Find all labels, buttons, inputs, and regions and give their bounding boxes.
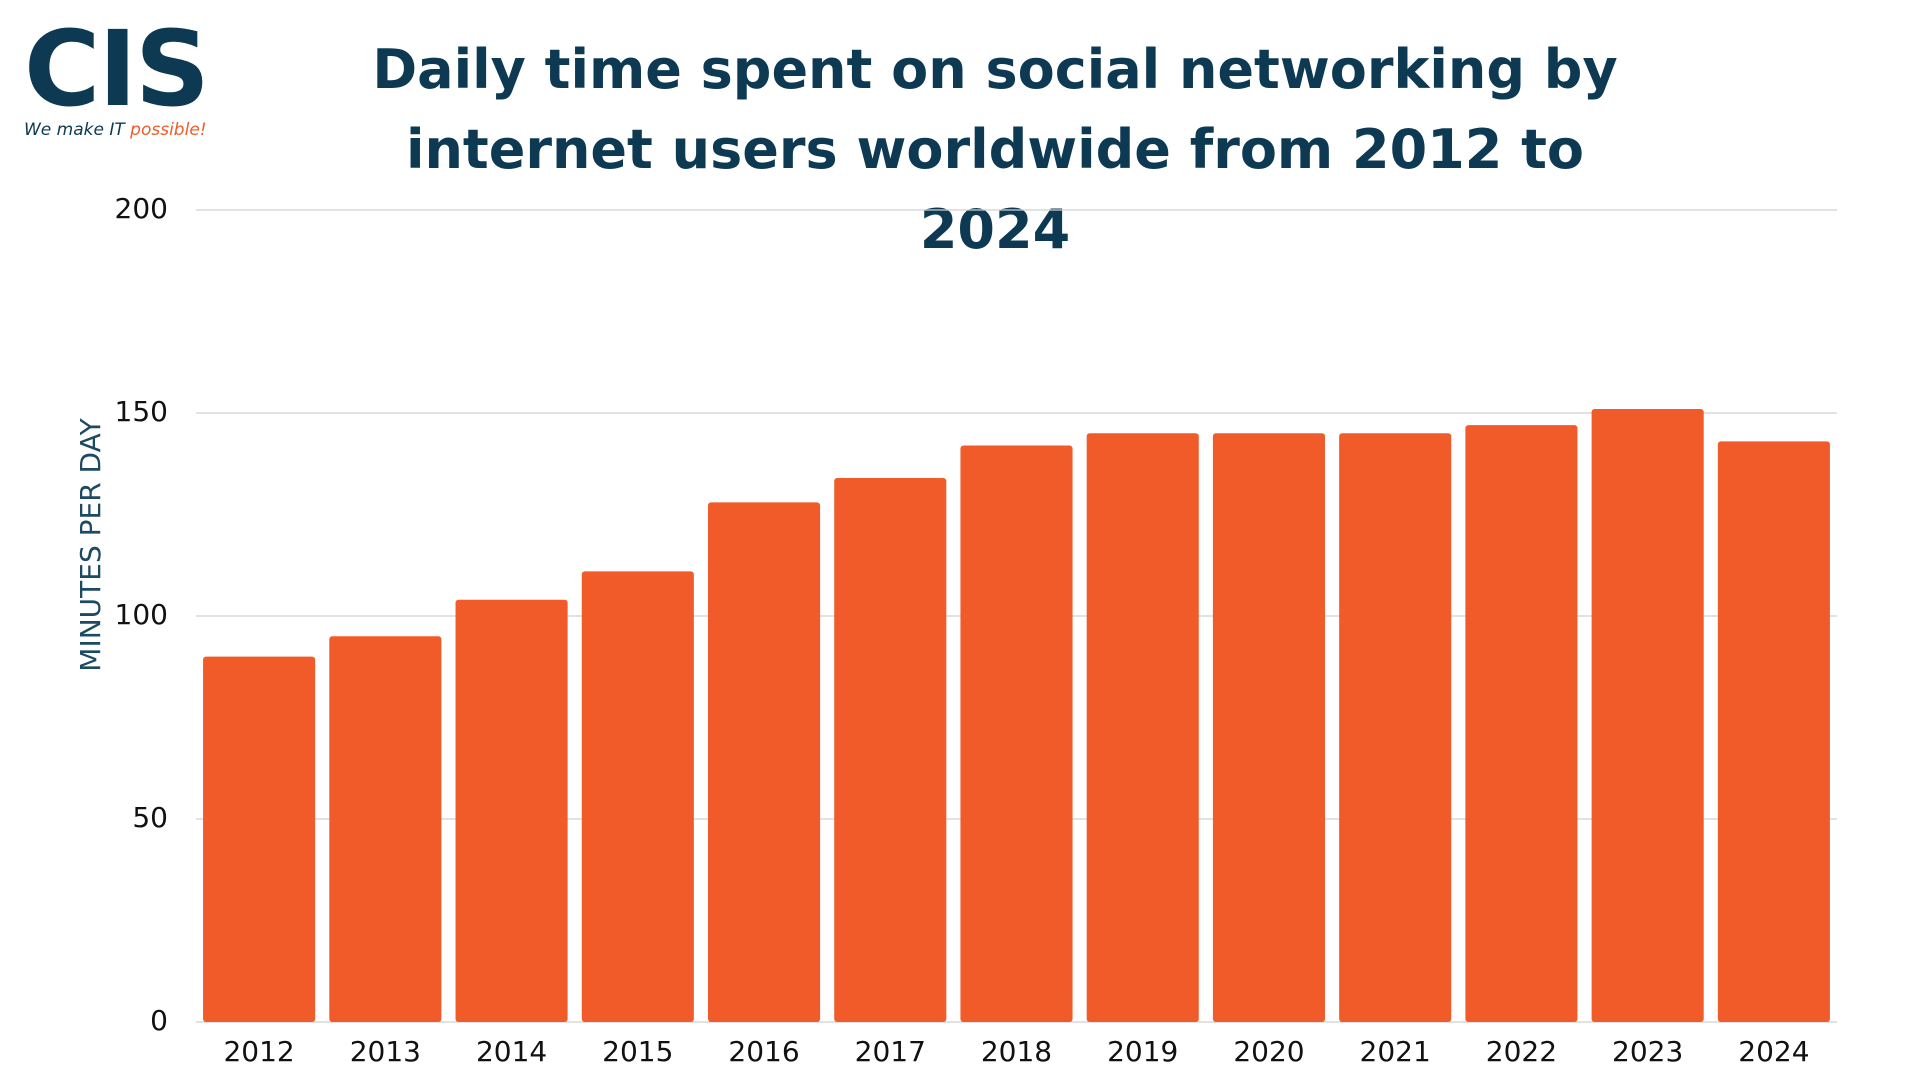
x-tick-label: 2023 [1612, 1035, 1683, 1068]
logo-tagline: We make IT possible! [24, 120, 208, 140]
chart-title: Daily time spent on social networking by… [372, 38, 1618, 261]
x-tick-label: 2017 [855, 1035, 926, 1068]
y-tick-label: 150 [115, 395, 168, 428]
x-tick-label: 2020 [1233, 1035, 1304, 1068]
bar [1212, 433, 1326, 1022]
logo: CIS We make IT possible! [24, 8, 210, 140]
x-tick-label: 2024 [1738, 1035, 1809, 1068]
bar [960, 445, 1073, 1023]
y-axis-label: MINUTES PER DAY [74, 417, 107, 671]
x-tick-label: 2013 [350, 1035, 421, 1068]
tagline-end: possible! [130, 120, 207, 140]
logo-name: CIS [24, 8, 210, 130]
x-tick-label: 2015 [602, 1035, 673, 1068]
bar [203, 656, 316, 1022]
bar [1339, 433, 1452, 1022]
bar [329, 636, 442, 1022]
x-tick-label: 2022 [1486, 1035, 1557, 1068]
x-tick-label: 2019 [1107, 1035, 1178, 1068]
x-tick-label: 2012 [223, 1035, 294, 1068]
x-tick-label: 2021 [1360, 1035, 1431, 1068]
y-tick-label: 100 [115, 598, 168, 631]
x-tick-label: 2016 [728, 1035, 799, 1068]
bar [1717, 441, 1830, 1022]
bar [1465, 425, 1578, 1022]
bar [455, 599, 568, 1022]
y-tick-label: 0 [150, 1004, 168, 1037]
x-tick-label: 2014 [476, 1035, 547, 1068]
y-tick-label: 50 [132, 801, 168, 834]
bar [707, 502, 821, 1022]
bar [581, 571, 694, 1022]
y-tick-label: 200 [115, 192, 168, 225]
bar [1591, 408, 1704, 1022]
bar [1086, 433, 1199, 1022]
tagline-start: We make IT [24, 120, 125, 140]
x-tick-label: 2018 [981, 1035, 1052, 1068]
bar [834, 477, 947, 1023]
